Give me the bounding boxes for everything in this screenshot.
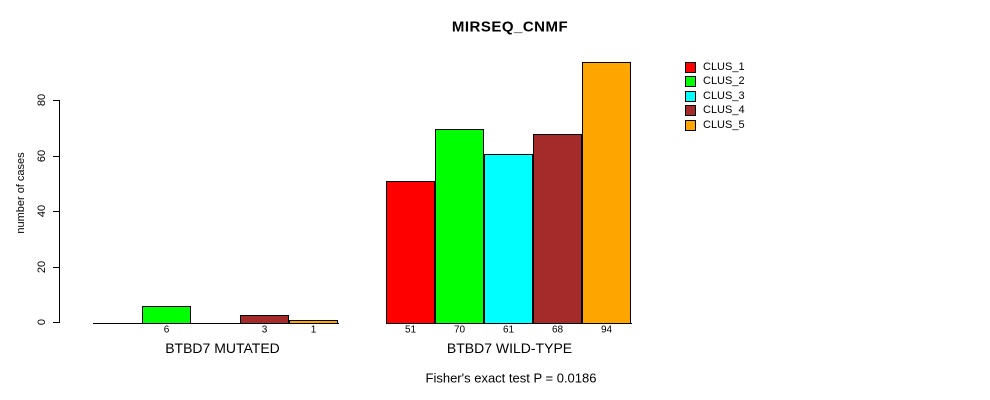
bar-clus_2 xyxy=(142,306,191,324)
legend: CLUS_1 CLUS_2 CLUS_3 CLUS_4 CLUS_5 xyxy=(685,62,745,134)
bar-value-label: 94 xyxy=(600,324,613,336)
y-axis-tick-label: 40 xyxy=(36,204,48,218)
legend-label: CLUS_3 xyxy=(703,89,745,102)
y-axis-title: number of cases xyxy=(15,152,27,234)
bar-clus_5 xyxy=(289,320,338,324)
bar-value-label: 3 xyxy=(261,324,268,336)
legend-swatch-clus_1 xyxy=(685,62,696,73)
legend-item: CLUS_5 xyxy=(685,118,745,131)
bar-value-label: 61 xyxy=(502,324,515,336)
bar-clus_5 xyxy=(582,62,631,324)
y-axis-tick-label: 80 xyxy=(36,93,48,107)
x-group-label: BTBD7 WILD-TYPE xyxy=(446,340,573,356)
chart-title: MIRSEQ_CNMF xyxy=(451,18,569,36)
x-baseline xyxy=(93,323,339,324)
legend-swatch-clus_2 xyxy=(685,76,696,88)
bar-clus_4 xyxy=(240,315,289,324)
legend-label: CLUS_4 xyxy=(703,104,745,117)
y-axis-tick xyxy=(53,267,59,268)
bar-value-label: 1 xyxy=(310,324,317,336)
legend-item: CLUS_2 xyxy=(685,75,745,88)
y-axis-tick-label: 0 xyxy=(36,318,48,326)
legend-swatch-clus_4 xyxy=(685,105,696,117)
legend-label: CLUS_1 xyxy=(703,61,745,73)
y-axis-tick xyxy=(53,322,59,323)
bar-value-label: 68 xyxy=(551,324,564,336)
legend-item: CLUS_3 xyxy=(685,89,745,102)
legend-label: CLUS_2 xyxy=(703,75,745,88)
bar-clus_4 xyxy=(533,134,582,324)
legend-swatch-clus_3 xyxy=(685,90,696,102)
legend-label: CLUS_5 xyxy=(703,118,745,131)
legend-swatch-clus_5 xyxy=(685,119,696,131)
bar-clus_1 xyxy=(386,181,435,324)
bar-clus_2 xyxy=(435,129,484,324)
fisher-test-note: Fisher's exact test P = 0.0186 xyxy=(425,370,597,386)
legend-item: CLUS_4 xyxy=(685,104,745,117)
y-axis-tick-label: 20 xyxy=(36,260,48,274)
bar-value-label: 6 xyxy=(163,324,170,336)
bar-clus_3 xyxy=(484,154,533,324)
y-axis-tick xyxy=(53,156,59,157)
bar-value-label: 51 xyxy=(404,324,417,336)
bar-value-label: 70 xyxy=(453,324,466,336)
legend-item: CLUS_1 xyxy=(685,62,745,73)
y-axis-tick xyxy=(53,211,59,212)
y-axis-tick xyxy=(53,100,59,101)
y-axis-tick-label: 60 xyxy=(36,149,48,163)
y-axis-line xyxy=(59,100,60,323)
x-group-label: BTBD7 MUTATED xyxy=(165,340,280,356)
